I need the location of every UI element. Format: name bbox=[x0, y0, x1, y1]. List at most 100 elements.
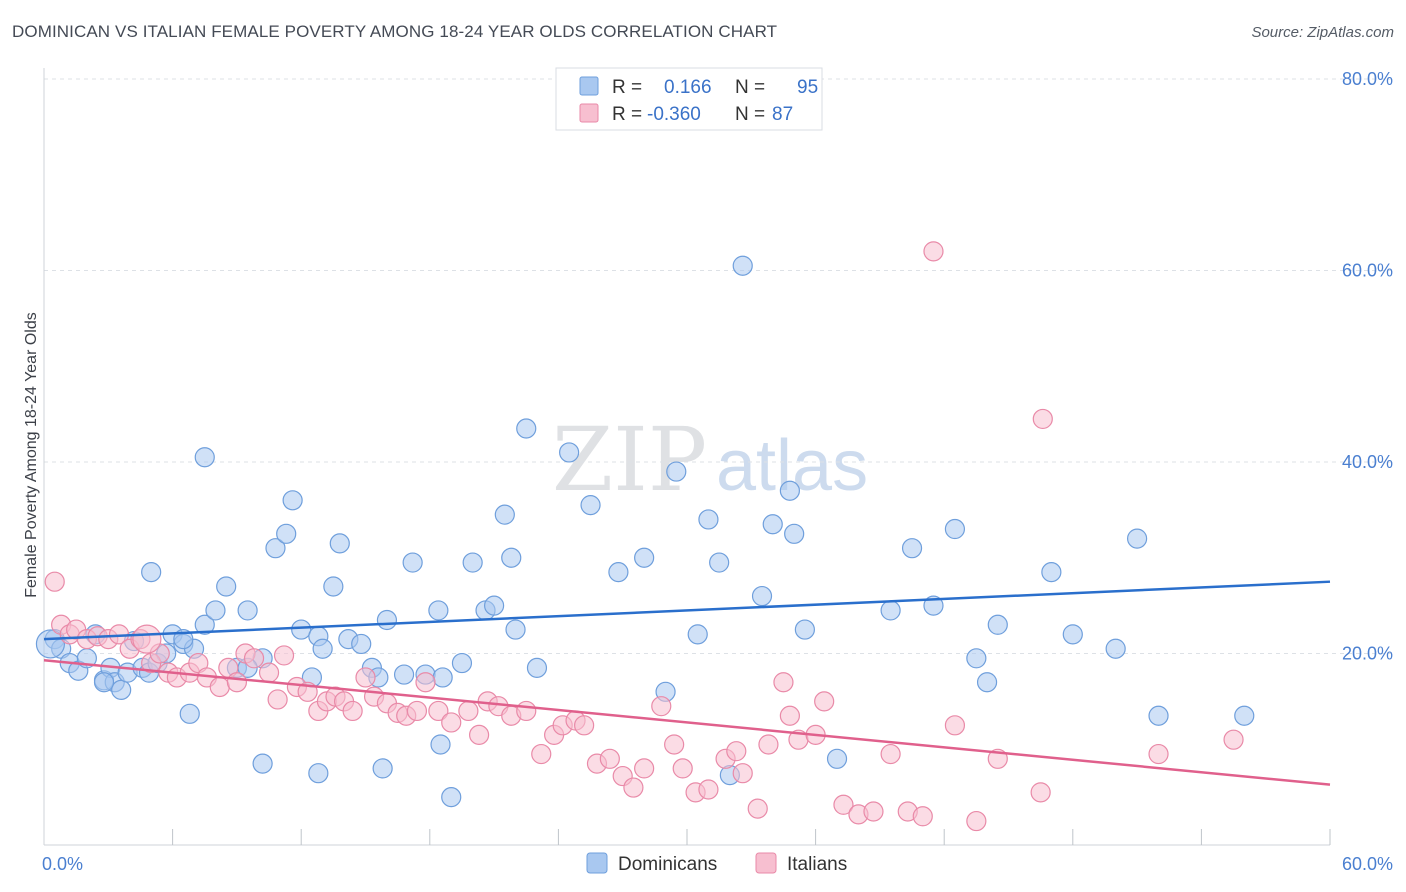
series-legend-swatch-italians bbox=[755, 852, 777, 874]
dominicans-point bbox=[501, 547, 522, 568]
italians-point bbox=[623, 777, 644, 798]
dominicans-point bbox=[1105, 638, 1126, 659]
dominicans-point bbox=[751, 585, 773, 607]
italians-point bbox=[406, 700, 428, 722]
italians-point bbox=[863, 801, 884, 822]
dominicans-point bbox=[194, 614, 215, 635]
dominicans-point bbox=[323, 576, 344, 597]
legend-n-label-1: N = bbox=[735, 77, 765, 98]
dominicans-point bbox=[966, 648, 987, 669]
tick-labels: 20.0% 40.0% 60.0% 80.0% 0.0% 60.0% bbox=[42, 69, 1393, 874]
dominicans-point bbox=[291, 619, 312, 640]
legend-n-value-1: 95 bbox=[797, 77, 818, 98]
dominicans-point bbox=[441, 787, 462, 808]
dominicans-point bbox=[559, 442, 580, 463]
dominicans-point bbox=[1062, 624, 1083, 645]
dominicans-point bbox=[265, 538, 286, 559]
italians-point bbox=[267, 689, 288, 710]
dominicans-point bbox=[709, 552, 730, 573]
legend-r-value-1: 0.166 bbox=[664, 77, 712, 98]
italians-point bbox=[226, 672, 247, 693]
italians-point bbox=[773, 672, 794, 693]
dominicans-point bbox=[976, 672, 998, 693]
legend-n-value-2: 87 bbox=[772, 104, 793, 125]
italians-point bbox=[664, 734, 685, 755]
legend-swatch-dominicans bbox=[579, 76, 599, 96]
dominicans-point bbox=[141, 562, 162, 583]
italians-point bbox=[698, 779, 719, 800]
legend-swatch-italians bbox=[579, 103, 599, 123]
dominicans-point bbox=[484, 595, 505, 616]
dominicans-point bbox=[698, 509, 719, 530]
italians-point bbox=[415, 672, 436, 693]
dominicans-point bbox=[35, 629, 66, 659]
dominicans-point bbox=[732, 255, 753, 276]
dominicans-point bbox=[276, 523, 297, 544]
series-legend: Dominicans Italians bbox=[586, 852, 847, 875]
dominicans-point bbox=[402, 552, 423, 573]
italians-point bbox=[726, 741, 747, 762]
dominicans-point bbox=[779, 480, 800, 501]
italians-point bbox=[468, 724, 490, 745]
dominicans-point bbox=[428, 600, 449, 621]
dominicans-points bbox=[35, 255, 1255, 808]
dominicans-point bbox=[312, 638, 333, 659]
dominicans-point bbox=[494, 504, 515, 525]
dominicans-point bbox=[393, 664, 415, 685]
dominicans-point bbox=[516, 418, 537, 439]
legend-r-label-2: R = bbox=[612, 104, 642, 125]
axes bbox=[43, 68, 1331, 846]
dominicans-point bbox=[987, 614, 1008, 635]
dominicans-point bbox=[1126, 528, 1148, 549]
legend-box bbox=[555, 67, 823, 131]
dominicans-point bbox=[194, 447, 215, 468]
series-legend-italians: Italians bbox=[787, 854, 847, 875]
dominicans-point bbox=[526, 657, 548, 678]
dominicans-point bbox=[179, 703, 200, 724]
dominicans-point bbox=[308, 763, 329, 784]
italians-point bbox=[966, 810, 987, 832]
dominicans-point bbox=[430, 734, 451, 755]
series-legend-swatch-dominicans bbox=[586, 852, 608, 874]
italians-points bbox=[44, 241, 1244, 832]
dominicans-point bbox=[1041, 562, 1062, 583]
italians-point bbox=[258, 662, 280, 683]
correlation-legend: R = 0.166 N = 95 R = -0.360 N = 87 bbox=[555, 67, 823, 131]
dominicans-point bbox=[505, 619, 526, 640]
dominicans-point bbox=[205, 600, 226, 621]
italians-point bbox=[651, 696, 672, 717]
italians-point bbox=[758, 734, 779, 755]
italians-point bbox=[634, 758, 655, 779]
italians-point bbox=[531, 743, 552, 765]
source-label: Source: ZipAtlas.com bbox=[1251, 24, 1394, 41]
dominicans-point bbox=[901, 538, 923, 559]
italians-point bbox=[747, 798, 768, 819]
y-tick-label: 40.0% bbox=[1342, 452, 1393, 472]
dominicans-point bbox=[880, 600, 901, 621]
dominicans-point bbox=[687, 624, 708, 645]
y-axis-label: Female Poverty Among 18-24 Year Olds bbox=[23, 312, 40, 598]
italians-point bbox=[209, 676, 230, 698]
italians-point bbox=[779, 705, 800, 726]
italians-point bbox=[1030, 782, 1051, 803]
italians-point bbox=[923, 241, 944, 262]
dominicans-point bbox=[451, 652, 473, 674]
italians-point bbox=[243, 648, 265, 669]
dominicans-point bbox=[1234, 705, 1255, 726]
dominicans-point bbox=[432, 667, 453, 688]
italians-point bbox=[273, 645, 295, 666]
italians-point bbox=[441, 712, 462, 733]
italians-point bbox=[672, 758, 693, 779]
italians-point bbox=[1223, 729, 1244, 750]
y-tick-label: 60.0% bbox=[1342, 261, 1393, 281]
italians-point bbox=[574, 715, 595, 736]
dominicans-point bbox=[923, 595, 944, 616]
italians-point bbox=[1032, 408, 1053, 430]
dominicans-point bbox=[794, 619, 815, 640]
italians-point bbox=[428, 700, 449, 722]
legend-r-label-1: R = bbox=[612, 77, 642, 98]
italians-point bbox=[944, 715, 966, 736]
italians-point bbox=[132, 624, 162, 654]
italians-trend-line bbox=[43, 658, 1331, 786]
